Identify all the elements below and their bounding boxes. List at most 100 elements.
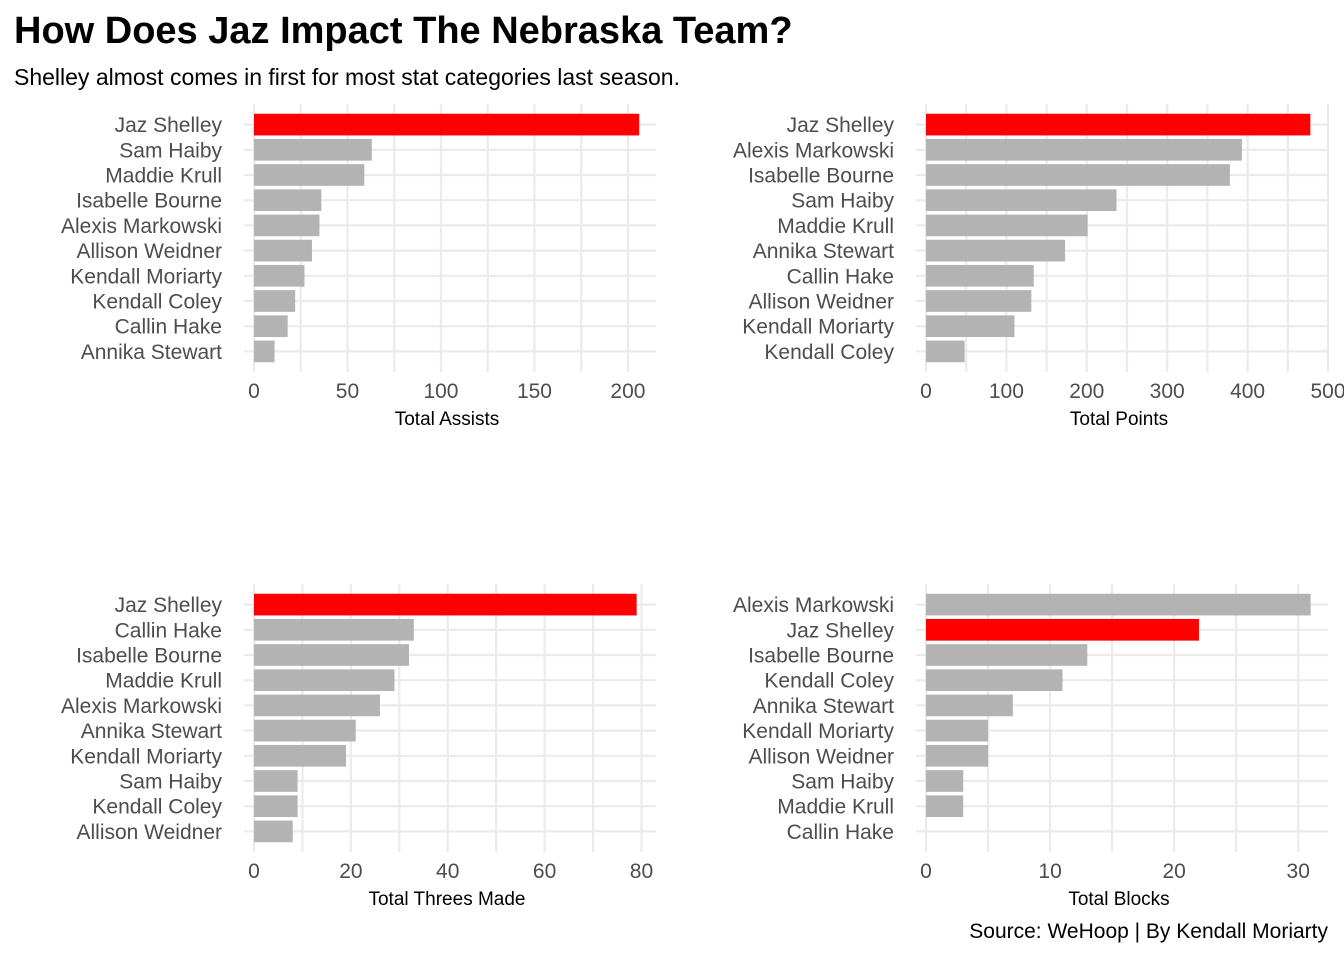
bar-kendall-coley [926, 340, 965, 363]
bar-alexis-markowski [254, 694, 380, 717]
bar-isabelle-bourne [926, 644, 1088, 666]
category-label: Kendall Moriarty [70, 265, 222, 288]
bar-annika-stewart [254, 340, 275, 363]
category-label: Isabelle Bourne [748, 645, 894, 668]
category-label: Allison Weidner [76, 821, 222, 844]
x-axis-title: Total Threes Made [368, 889, 525, 910]
category-label: Jaz Shelley [787, 114, 895, 137]
x-tick-label: 20 [339, 860, 362, 883]
category-label: Isabelle Bourne [76, 645, 222, 668]
x-tick-label: 100 [423, 380, 458, 403]
bar-annika-stewart [926, 239, 1066, 262]
bar-annika-stewart [254, 719, 356, 742]
category-label: Allison Weidner [748, 291, 894, 314]
bar-alexis-markowski [254, 214, 320, 237]
category-label: Maddie Krull [777, 796, 894, 819]
bar-jaz-shelley [926, 618, 1199, 641]
category-label: Annika Stewart [81, 341, 222, 364]
x-tick-label: 0 [248, 860, 260, 883]
bar-callin-hake [926, 264, 1034, 287]
x-tick-label: 60 [533, 860, 556, 883]
bar-jaz-shelley [254, 113, 640, 136]
bar-sam-haiby [254, 138, 372, 161]
x-tick-label: 10 [1038, 860, 1061, 883]
category-label: Jaz Shelley [115, 114, 223, 137]
category-label: Alexis Markowski [61, 215, 222, 238]
category-label: Kendall Moriarty [70, 745, 222, 768]
category-label: Sam Haiby [119, 771, 222, 794]
category-label: Kendall Coley [764, 670, 894, 693]
category-label: Callin Hake [787, 821, 894, 844]
category-label: Kendall Coley [92, 291, 222, 314]
bar-jaz-shelley [926, 113, 1311, 136]
x-tick-label: 40 [436, 860, 459, 883]
bar-allison-weidner [254, 239, 312, 262]
category-label: Kendall Moriarty [742, 720, 894, 743]
bar-kendall-moriarty [926, 719, 989, 742]
bar-annika-stewart [926, 694, 1013, 717]
chart-subtitle: Shelley almost comes in first for most s… [14, 64, 680, 90]
category-label: Sam Haiby [791, 190, 894, 213]
bar-callin-hake [254, 315, 288, 338]
bar-maddie-krull [254, 669, 395, 692]
bar-maddie-krull [926, 214, 1088, 237]
x-tick-label: 200 [1069, 380, 1104, 403]
category-label: Callin Hake [787, 265, 894, 288]
category-label: Jaz Shelley [115, 594, 223, 617]
bar-isabelle-bourne [926, 164, 1230, 186]
bar-allison-weidner [926, 744, 989, 767]
bar-sam-haiby [926, 189, 1117, 212]
category-label: Kendall Coley [764, 341, 894, 364]
bar-kendall-moriarty [254, 264, 305, 287]
bar-kendall-moriarty [254, 744, 347, 767]
category-label: Sam Haiby [791, 771, 894, 794]
bar-kendall-coley [254, 290, 296, 312]
category-label: Isabelle Bourne [76, 190, 222, 213]
x-tick-label: 20 [1162, 860, 1185, 883]
bar-isabelle-bourne [254, 644, 409, 666]
bar-sam-haiby [926, 770, 964, 792]
x-tick-label: 150 [517, 380, 552, 403]
source-caption: Source: WeHoop | By Kendall Moriarty [969, 920, 1328, 943]
category-label: Allison Weidner [748, 745, 894, 768]
bar-alexis-markowski [926, 593, 1311, 616]
bar-kendall-coley [254, 795, 298, 818]
x-tick-label: 300 [1150, 380, 1185, 403]
bar-isabelle-bourne [254, 189, 322, 212]
category-label: Sam Haiby [119, 139, 222, 162]
category-label: Jaz Shelley [787, 619, 895, 642]
x-tick-label: 0 [920, 860, 932, 883]
category-label: Maddie Krull [105, 670, 222, 693]
category-label: Maddie Krull [105, 165, 222, 188]
category-label: Callin Hake [115, 316, 222, 339]
category-label: Annika Stewart [81, 720, 222, 743]
x-tick-label: 80 [630, 860, 653, 883]
category-label: Annika Stewart [753, 695, 894, 718]
x-tick-label: 0 [248, 380, 260, 403]
x-tick-label: 200 [610, 380, 645, 403]
x-tick-label: 500 [1310, 380, 1344, 403]
x-tick-label: 400 [1230, 380, 1265, 403]
x-tick-label: 30 [1287, 860, 1310, 883]
bar-allison-weidner [926, 290, 1032, 312]
bar-sam-haiby [254, 770, 298, 792]
x-tick-label: 50 [336, 380, 359, 403]
x-tick-label: 100 [989, 380, 1024, 403]
category-label: Callin Hake [115, 619, 222, 642]
category-label: Kendall Coley [92, 796, 222, 819]
bar-maddie-krull [926, 795, 964, 818]
bar-allison-weidner [254, 820, 293, 843]
category-label: Isabelle Bourne [748, 165, 894, 188]
category-label: Allison Weidner [76, 240, 222, 263]
x-axis-title: Total Blocks [1068, 889, 1169, 910]
chart-title: How Does Jaz Impact The Nebraska Team? [14, 10, 793, 52]
bar-callin-hake [254, 618, 414, 641]
x-tick-label: 0 [920, 380, 932, 403]
category-label: Alexis Markowski [733, 139, 894, 162]
bar-jaz-shelley [254, 593, 637, 616]
